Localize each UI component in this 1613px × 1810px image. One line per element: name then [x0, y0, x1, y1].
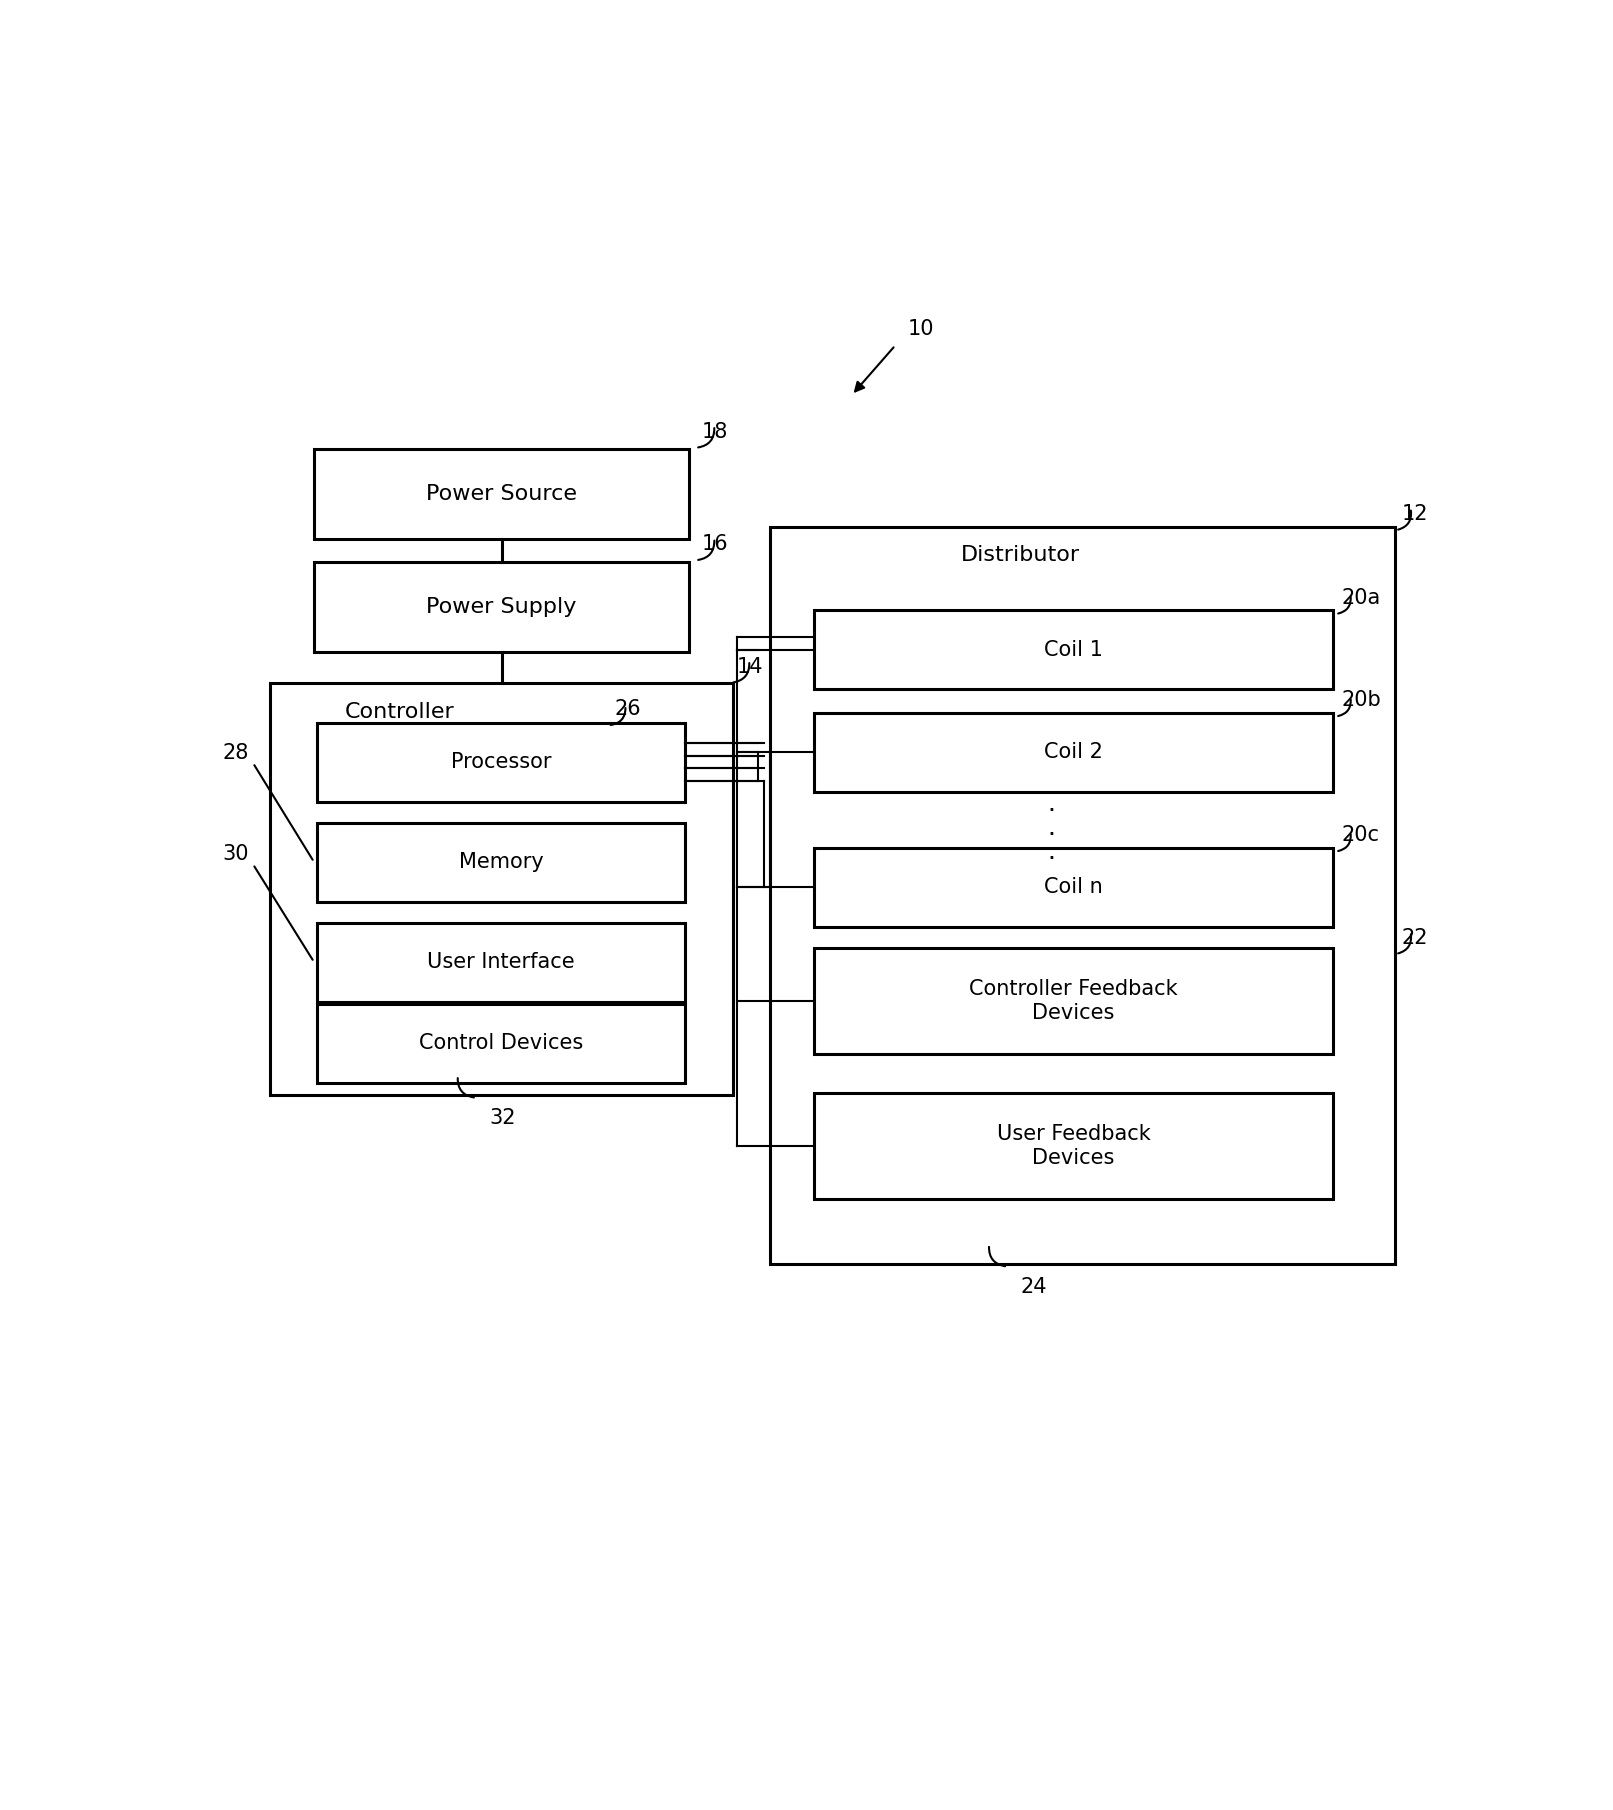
Text: 16: 16	[702, 534, 729, 554]
Bar	[271, 682, 732, 1095]
Bar	[815, 713, 1332, 791]
Text: Controller Feedback
Devices: Controller Feedback Devices	[969, 979, 1177, 1023]
Text: Processor: Processor	[450, 753, 552, 773]
Bar	[315, 561, 689, 652]
Text: User Interface: User Interface	[427, 952, 574, 972]
Text: 30: 30	[223, 843, 248, 863]
Bar	[316, 722, 686, 802]
Text: ·
·
·: · · ·	[1048, 800, 1055, 871]
Bar	[771, 527, 1395, 1263]
Text: Control Devices: Control Devices	[419, 1034, 584, 1053]
Text: Coil n: Coil n	[1044, 878, 1103, 898]
Bar	[316, 923, 686, 1001]
Text: Power Supply: Power Supply	[426, 597, 577, 617]
Bar	[815, 1093, 1332, 1198]
Text: 20c: 20c	[1342, 825, 1379, 845]
Text: 20a: 20a	[1342, 588, 1381, 608]
Text: 20b: 20b	[1342, 690, 1381, 710]
Bar	[316, 1005, 686, 1082]
Text: 26: 26	[615, 699, 640, 719]
Bar	[815, 847, 1332, 927]
Text: 12: 12	[1402, 503, 1428, 525]
Bar	[315, 449, 689, 539]
Text: 32: 32	[489, 1108, 516, 1128]
Text: 24: 24	[1021, 1276, 1047, 1296]
Text: 18: 18	[702, 422, 727, 442]
Bar	[815, 610, 1332, 690]
Bar	[316, 824, 686, 901]
Text: Power Source: Power Source	[426, 483, 577, 503]
Text: 14: 14	[737, 657, 763, 677]
Text: 10: 10	[908, 319, 934, 338]
Text: 22: 22	[1402, 929, 1428, 948]
Text: Controller: Controller	[345, 702, 455, 722]
Text: Memory: Memory	[458, 853, 544, 872]
Bar	[815, 948, 1332, 1053]
Text: 28: 28	[223, 742, 248, 762]
Text: User Feedback
Devices: User Feedback Devices	[997, 1124, 1150, 1167]
Text: Coil 1: Coil 1	[1044, 639, 1103, 659]
Text: Distributor: Distributor	[961, 545, 1081, 565]
Text: Coil 2: Coil 2	[1044, 742, 1103, 762]
